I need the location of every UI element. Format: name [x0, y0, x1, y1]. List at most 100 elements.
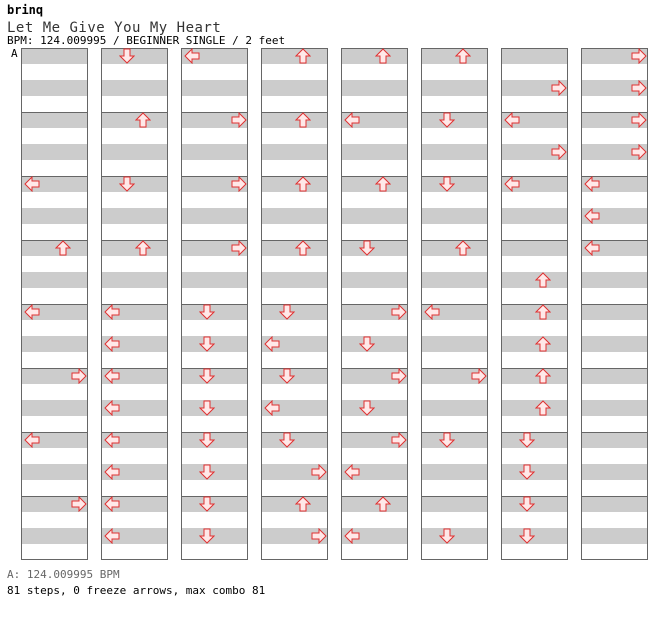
beat-stripe [261, 528, 328, 544]
beat-stripe [21, 80, 88, 96]
beat-stripe [421, 400, 488, 416]
measure-line [21, 432, 88, 433]
beat-stripe [101, 528, 168, 544]
beat-stripe [421, 336, 488, 352]
measure-line [101, 432, 168, 433]
beat-stripe [421, 240, 488, 256]
measure-line [261, 496, 328, 497]
arrow-up-icon [535, 336, 551, 352]
measure-line [581, 496, 648, 497]
arrow-down-icon [199, 528, 215, 544]
arrow-left-icon [104, 528, 120, 544]
beat-stripe [581, 272, 648, 288]
measure-line [181, 112, 248, 113]
beat-stripe [101, 80, 168, 96]
measure-line [421, 112, 488, 113]
arrow-up-icon [375, 176, 391, 192]
arrow-left-icon [584, 240, 600, 256]
arrow-left-icon [344, 464, 360, 480]
beat-stripe [581, 336, 648, 352]
beat-stripe [181, 112, 248, 128]
beat-stripe [261, 48, 328, 64]
measure-line [181, 176, 248, 177]
arrow-left-icon [344, 112, 360, 128]
arrow-up-icon [455, 240, 471, 256]
beat-stripe [341, 176, 408, 192]
arrow-down-icon [519, 432, 535, 448]
chart-info: BPM: 124.009995 / BEGINNER SINGLE / 2 fe… [7, 34, 286, 47]
beat-stripe [581, 368, 648, 384]
beat-stripe [501, 208, 568, 224]
arrow-left-icon [504, 112, 520, 128]
beat-stripe [421, 80, 488, 96]
arrow-down-icon [359, 400, 375, 416]
column-border [501, 48, 568, 560]
arrow-down-icon [199, 368, 215, 384]
beat-stripe [501, 400, 568, 416]
measure-line [21, 176, 88, 177]
measure-line [21, 496, 88, 497]
measure-line [501, 240, 568, 241]
beat-stripe [181, 176, 248, 192]
arrow-left-icon [104, 336, 120, 352]
beat-stripe [501, 176, 568, 192]
measure-line [261, 432, 328, 433]
measure-line [101, 240, 168, 241]
beat-stripe [21, 368, 88, 384]
beat-stripe [261, 144, 328, 160]
beat-stripe [101, 208, 168, 224]
column-border [581, 48, 648, 560]
measure-line [581, 368, 648, 369]
arrow-down-icon [279, 432, 295, 448]
beat-stripe [341, 304, 408, 320]
column-border [421, 48, 488, 560]
arrow-right-icon [631, 48, 647, 64]
beat-stripe [421, 48, 488, 64]
arrow-down-icon [359, 240, 375, 256]
arrow-up-icon [55, 240, 71, 256]
beat-stripe [341, 208, 408, 224]
beat-stripe [421, 272, 488, 288]
arrow-up-icon [295, 240, 311, 256]
measure-line [581, 240, 648, 241]
measure-line [181, 496, 248, 497]
measure-line [261, 240, 328, 241]
beat-stripe [101, 240, 168, 256]
beat-stripe [421, 464, 488, 480]
beat-stripe [581, 208, 648, 224]
arrow-right-icon [311, 464, 327, 480]
beat-stripe [341, 496, 408, 512]
beat-stripe [21, 208, 88, 224]
arrow-right-icon [231, 112, 247, 128]
arrow-left-icon [344, 528, 360, 544]
measure-line [501, 304, 568, 305]
measure-line [181, 240, 248, 241]
measure-line [341, 176, 408, 177]
beat-stripe [341, 48, 408, 64]
beat-stripe [101, 272, 168, 288]
beat-stripe [21, 496, 88, 512]
arrow-right-icon [231, 240, 247, 256]
beat-stripe [261, 272, 328, 288]
measure-line [101, 496, 168, 497]
measure-line [101, 368, 168, 369]
beat-stripe [581, 496, 648, 512]
beat-stripe [501, 144, 568, 160]
beat-stripe [181, 240, 248, 256]
beat-stripe [21, 528, 88, 544]
arrow-down-icon [279, 368, 295, 384]
beat-stripe [261, 80, 328, 96]
arrow-right-icon [631, 112, 647, 128]
beat-stripe [421, 368, 488, 384]
beat-stripe [261, 464, 328, 480]
beat-stripe [261, 208, 328, 224]
arrow-left-icon [584, 208, 600, 224]
arrow-up-icon [535, 272, 551, 288]
beat-stripe [341, 464, 408, 480]
column-border [101, 48, 168, 560]
beat-stripe [181, 272, 248, 288]
measure-line [21, 304, 88, 305]
column-4 [261, 48, 328, 560]
measure-line [581, 176, 648, 177]
measure-line [581, 432, 648, 433]
